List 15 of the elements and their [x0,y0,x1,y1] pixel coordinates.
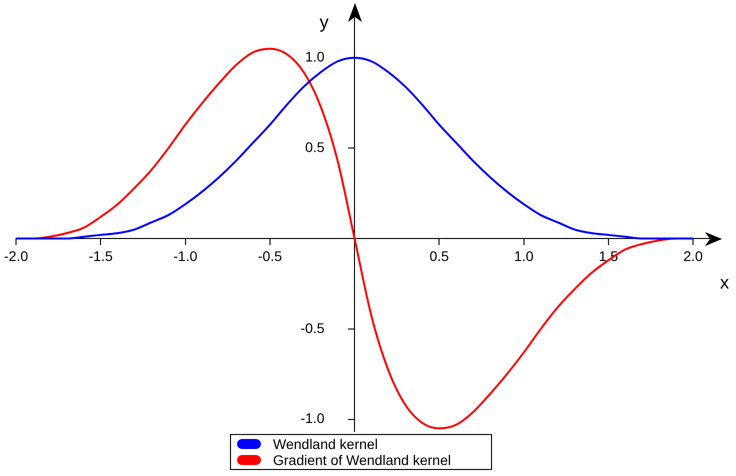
x-tick-label: 2.0 [683,248,704,264]
y-tick-label: -0.5 [300,320,325,336]
x-tick-label: 1.0 [514,248,534,264]
y-axis-title: y [320,12,329,32]
y-tick-label: 1.0 [305,48,325,65]
x-axis-title: x [720,272,729,293]
legend-label: Wendland kernel [273,436,378,452]
legend-label: Gradient of Wendland kernel [273,452,451,468]
y-tick-label: 0.5 [305,139,325,156]
x-tick-label: 0.5 [429,248,450,264]
x-tick-label: -0.5 [258,248,282,264]
x-tick-label: -2.0 [4,248,28,264]
x-tick-label: -1.5 [88,248,113,264]
x-tick-label: -1.0 [173,248,198,264]
y-tick-label: -1.0 [300,410,325,426]
